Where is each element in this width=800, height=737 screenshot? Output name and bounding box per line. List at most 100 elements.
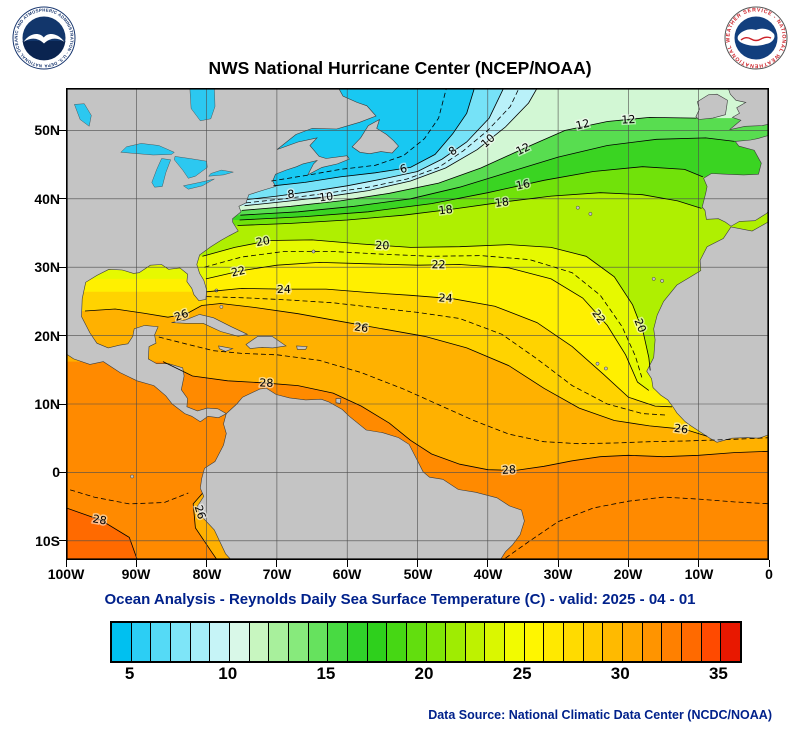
contour-label: 18 <box>438 203 453 218</box>
colorbar-cell <box>328 623 348 661</box>
noaa-gull-icon <box>23 33 65 44</box>
contour-label: 24 <box>438 291 453 305</box>
x-axis-label: 50W <box>403 566 433 582</box>
x-axis-label: 60W <box>332 566 362 582</box>
lake-michigan <box>151 158 171 188</box>
land-africa <box>646 221 769 443</box>
x-axis-label: 90W <box>121 566 151 582</box>
y-axis-label: 30N <box>34 259 60 275</box>
colorbar-cell <box>662 623 683 661</box>
x-axis-tick <box>417 560 418 567</box>
contour-label: 12 <box>574 117 591 133</box>
contour-label: 28 <box>92 512 108 527</box>
contour-label: 22 <box>431 258 445 271</box>
isotherm-8 <box>247 88 505 200</box>
colorbar-cell <box>151 623 171 661</box>
contour-label: 10 <box>318 190 333 205</box>
page-title: NWS National Hurricane Center (NCEP/NOAA… <box>208 58 592 78</box>
lake-ontario <box>208 169 234 177</box>
x-axis-tick <box>65 560 67 567</box>
island <box>575 205 580 210</box>
isotherm-10 <box>244 88 538 207</box>
y-axis-tick <box>59 403 66 405</box>
y-axis-label: 50N <box>34 122 60 138</box>
x-axis-tick <box>206 560 208 567</box>
colorbar-cell <box>446 623 466 661</box>
colorbar-cell <box>249 623 270 661</box>
isotherm-25 <box>206 296 666 416</box>
colorbar-tick-label: 25 <box>512 664 532 683</box>
colorbar-cell <box>288 623 309 661</box>
y-axis-tick <box>59 540 66 542</box>
land-france_iberia <box>701 135 769 227</box>
lake-winnipeg <box>74 103 92 127</box>
x-axis-tick <box>346 560 348 567</box>
contour-label: 28 <box>502 463 517 477</box>
y-axis-label: 20N <box>34 328 60 344</box>
colorbar-cell <box>387 623 407 661</box>
map-caption: Ocean Analysis - Reynolds Daily Sea Surf… <box>104 591 696 608</box>
y-axis-label: 10N <box>34 396 60 412</box>
isotherm-26 <box>84 303 708 437</box>
island <box>588 212 593 216</box>
land-south_america <box>197 387 525 560</box>
isotherm-28 <box>162 361 769 471</box>
x-axis-label: 40W <box>473 566 503 582</box>
isotherm-6 <box>273 88 475 187</box>
colorbar-cell <box>682 623 702 661</box>
y-axis-tick <box>59 129 66 131</box>
colorbar-cell <box>544 623 565 661</box>
x-axis-label: 0 <box>765 566 773 582</box>
isotherm-22 <box>205 261 650 391</box>
sst-map: 6 8 8 10 10 12 12 12 16 18 18 20 20 20 22 22 22 24 24 26 26 2… <box>66 88 770 560</box>
colorbar-cell <box>564 623 584 661</box>
colorbar-cell <box>170 623 191 661</box>
colorbar-cell <box>367 623 388 661</box>
island <box>311 249 316 254</box>
lake-huron <box>174 156 208 179</box>
colorbar-cell <box>603 623 624 661</box>
isotherm-27 <box>158 336 769 445</box>
isotherm-21 <box>204 251 643 378</box>
sst-band-29 <box>66 507 138 560</box>
land-cuba <box>171 314 249 337</box>
nws-map-shape <box>737 28 775 46</box>
isotherm-27 <box>502 496 769 560</box>
data-source: Data Source: National Climatic Data Cent… <box>428 708 772 722</box>
colorbar-cell <box>505 623 525 661</box>
x-axis-tick <box>557 560 559 567</box>
isotherm-18 <box>237 192 702 226</box>
contour-label: 26 <box>173 307 191 324</box>
colorbar-cell <box>308 623 329 661</box>
lake-james_bay <box>189 88 216 122</box>
land-ireland <box>695 93 728 120</box>
contour-label: 26 <box>673 422 689 437</box>
y-axis-tick <box>59 266 66 268</box>
colorbar-cell <box>190 623 211 661</box>
isotherm-14 <box>240 137 735 216</box>
x-axis-tick <box>768 560 770 567</box>
contour-label: 18 <box>494 195 509 210</box>
island <box>651 277 656 281</box>
x-axis-label: 10W <box>684 566 714 582</box>
x-axis-tick <box>135 560 137 567</box>
noaa-emblem-sea <box>22 41 66 61</box>
colorbar-cell <box>583 623 604 661</box>
contour-label: 12 <box>621 113 636 127</box>
land-britain <box>727 88 769 130</box>
x-axis-tick <box>487 560 489 567</box>
island <box>660 279 664 283</box>
contour-label: 28 <box>259 376 273 389</box>
colorbar-tick-label: 5 <box>124 664 135 683</box>
x-axis-label: 100W <box>47 566 85 582</box>
y-axis-tick <box>59 198 66 200</box>
colorbar-tick-label: 15 <box>316 664 336 683</box>
x-axis-label: 20W <box>613 566 643 582</box>
isotherm-24 <box>206 287 673 408</box>
x-axis-label: 80W <box>192 566 222 582</box>
contour-label: 16 <box>515 177 531 193</box>
island <box>604 366 608 371</box>
contour-label: 26 <box>192 504 209 521</box>
